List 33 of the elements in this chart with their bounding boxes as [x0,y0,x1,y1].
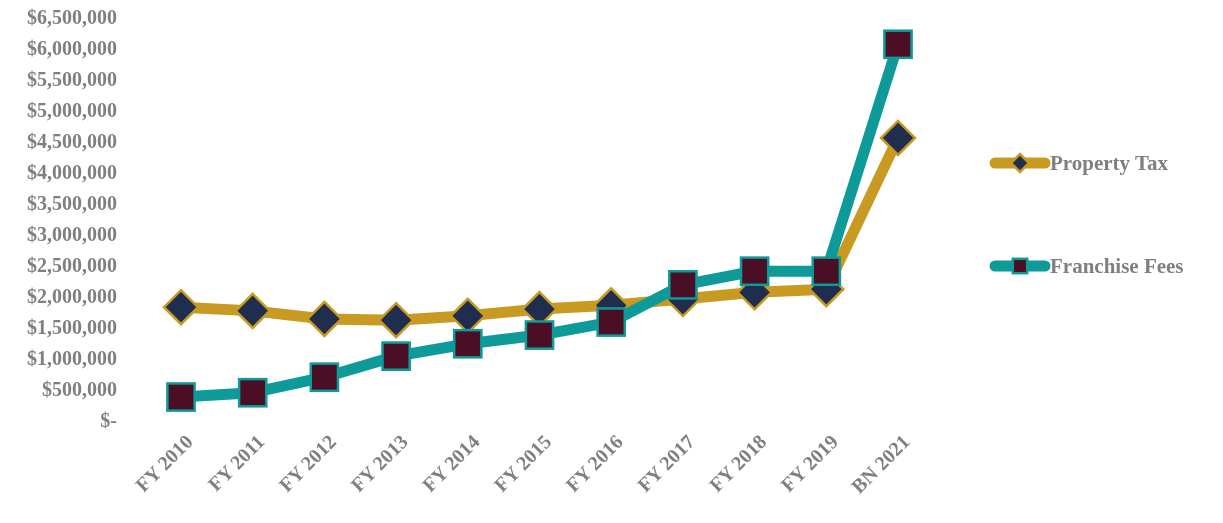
legend-label: Property Tax [1050,151,1169,176]
point [166,382,196,412]
point [237,377,268,408]
y-tick-label: $500,000 [42,378,117,400]
point [811,256,842,287]
point [377,301,415,339]
y-tick-label: $- [100,409,117,431]
y-tick-label: $3,000,000 [27,223,117,245]
point [524,320,555,350]
y-tick-label: $2,500,000 [27,254,117,276]
point [739,256,770,287]
y-tick-label: $5,500,000 [27,68,117,90]
point [879,119,917,157]
y-tick-label: $1,500,000 [27,316,117,338]
y-tick-label: $6,000,000 [27,37,117,59]
point [309,362,340,393]
point [883,29,913,60]
y-tick-label: $3,500,000 [27,192,117,214]
y-tick-label: $2,000,000 [27,285,117,307]
point [234,292,271,330]
y-tick-label: $4,000,000 [27,161,117,183]
y-tick-label: $1,000,000 [27,347,117,369]
point [596,307,627,337]
y-tick-label: $5,000,000 [27,99,117,121]
x-tick-label: FY 2011 [203,430,269,496]
legend-label: Franchise Fees [1050,254,1184,279]
y-tick-label: $4,500,000 [27,130,117,152]
point [162,288,200,326]
y-tick-label: $6,500,000 [27,6,117,28]
point [381,341,411,371]
point [668,269,698,300]
point [452,328,483,359]
point [306,300,343,338]
